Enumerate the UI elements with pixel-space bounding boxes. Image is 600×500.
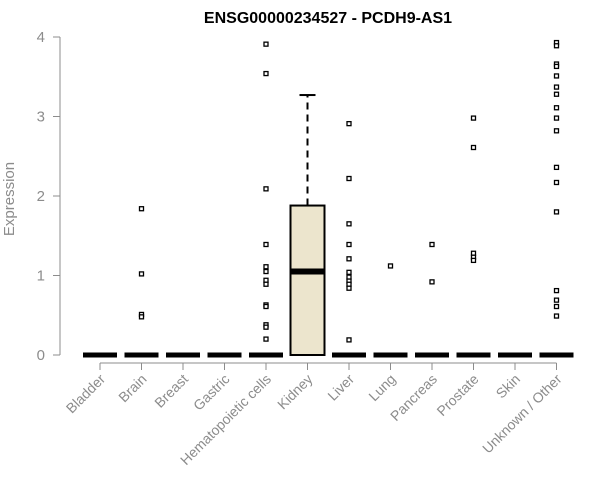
x-tick-label: Prostate [433, 371, 481, 419]
outlier-point [553, 164, 560, 171]
outlier-point [387, 263, 394, 269]
chart-title: ENSG00000234527 - PCDH9-AS1 [204, 10, 452, 27]
outlier-point [263, 336, 269, 342]
outlier-point [553, 63, 560, 70]
y-axis: 0 1 2 3 4 [37, 29, 61, 364]
x-tick-label: Bladder [63, 371, 109, 417]
outlier-point [346, 269, 352, 275]
box-brain [124, 206, 159, 358]
outlier-point [346, 121, 352, 127]
outlier-point [470, 115, 477, 121]
outlier-point [263, 186, 269, 192]
outlier-point [553, 297, 560, 303]
outlier-point [263, 268, 269, 275]
outlier-point [263, 303, 269, 310]
outlier-point [263, 324, 269, 330]
x-tick-label: Skin [493, 371, 524, 402]
outlier-point [138, 314, 145, 320]
outlier-point [263, 241, 269, 248]
plot-area [83, 39, 574, 358]
outlier-point [346, 175, 352, 182]
outlier-point [346, 241, 352, 248]
outlier-point [346, 337, 352, 343]
y-tick-label: 3 [37, 109, 45, 126]
box-prostate [456, 115, 491, 358]
box-pancreas [415, 241, 449, 358]
outlier-point [553, 287, 560, 294]
outlier-point [553, 73, 560, 79]
outlier-point [470, 257, 477, 264]
x-tick-label: Liver [324, 371, 357, 404]
outlier-point [553, 303, 560, 310]
y-tick-label: 1 [37, 268, 45, 285]
outlier-point [263, 70, 269, 77]
outlier-point [263, 41, 269, 47]
y-axis-label: Expression [1, 162, 18, 236]
x-tick-label: Breast [151, 371, 191, 411]
box-lung [373, 263, 408, 358]
box-unknown-other [539, 39, 574, 358]
x-tick-label: Brain [115, 371, 149, 405]
outlier-point [346, 221, 352, 227]
outlier-point [138, 271, 145, 277]
outlier-point [553, 128, 560, 134]
y-tick-label: 4 [37, 29, 45, 46]
x-tick-label: Lung [365, 371, 398, 404]
outlier-point [553, 179, 560, 186]
outlier-point [553, 84, 560, 90]
outlier-point [263, 281, 269, 287]
y-tick-label: 0 [37, 347, 45, 364]
outlier-point [429, 279, 435, 285]
box-kidney [289, 94, 326, 356]
y-tick-label: 2 [37, 188, 45, 205]
outlier-point [553, 115, 560, 121]
outlier-point [553, 209, 560, 215]
outlier-point [553, 105, 560, 111]
outlier-point [346, 256, 352, 262]
outlier-point [346, 285, 352, 291]
outlier-point [429, 241, 435, 248]
outlier-point [553, 313, 560, 319]
outlier-point [263, 264, 269, 270]
x-tick-label: Unknown / Other [479, 371, 565, 457]
box-hematopoietic-cells [249, 41, 283, 358]
outlier-point [138, 206, 145, 212]
x-tick-label: Kidney [274, 371, 316, 413]
outlier-point [553, 43, 560, 49]
box-liver [332, 121, 366, 358]
outlier-point [470, 144, 477, 151]
outlier-point [553, 91, 560, 97]
box-iqr [289, 204, 326, 356]
